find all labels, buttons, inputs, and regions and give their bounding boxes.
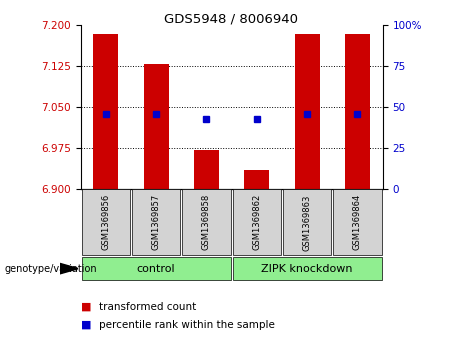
Text: ■: ■: [81, 302, 91, 312]
Text: percentile rank within the sample: percentile rank within the sample: [99, 320, 275, 330]
FancyBboxPatch shape: [82, 257, 230, 280]
Bar: [143, 64, 169, 189]
Text: control: control: [137, 264, 176, 274]
Text: genotype/variation: genotype/variation: [5, 264, 97, 274]
Text: GSM1369863: GSM1369863: [302, 194, 312, 250]
FancyBboxPatch shape: [283, 189, 331, 255]
Bar: [194, 150, 219, 189]
FancyBboxPatch shape: [233, 189, 281, 255]
FancyBboxPatch shape: [233, 257, 382, 280]
Polygon shape: [60, 264, 78, 274]
FancyBboxPatch shape: [132, 189, 180, 255]
Text: GDS5948 / 8006940: GDS5948 / 8006940: [164, 13, 297, 26]
Text: GSM1369857: GSM1369857: [152, 194, 161, 250]
FancyBboxPatch shape: [333, 189, 382, 255]
Text: GSM1369862: GSM1369862: [252, 194, 261, 250]
Text: ■: ■: [81, 320, 91, 330]
Text: ZIPK knockdown: ZIPK knockdown: [261, 264, 353, 274]
Text: GSM1369856: GSM1369856: [101, 194, 110, 250]
FancyBboxPatch shape: [183, 189, 230, 255]
Bar: [295, 34, 320, 189]
FancyBboxPatch shape: [82, 189, 130, 255]
Text: transformed count: transformed count: [99, 302, 196, 312]
Bar: [244, 170, 269, 189]
Bar: [93, 34, 118, 189]
Text: GSM1369858: GSM1369858: [202, 194, 211, 250]
Text: GSM1369864: GSM1369864: [353, 194, 362, 250]
Bar: [345, 34, 370, 189]
